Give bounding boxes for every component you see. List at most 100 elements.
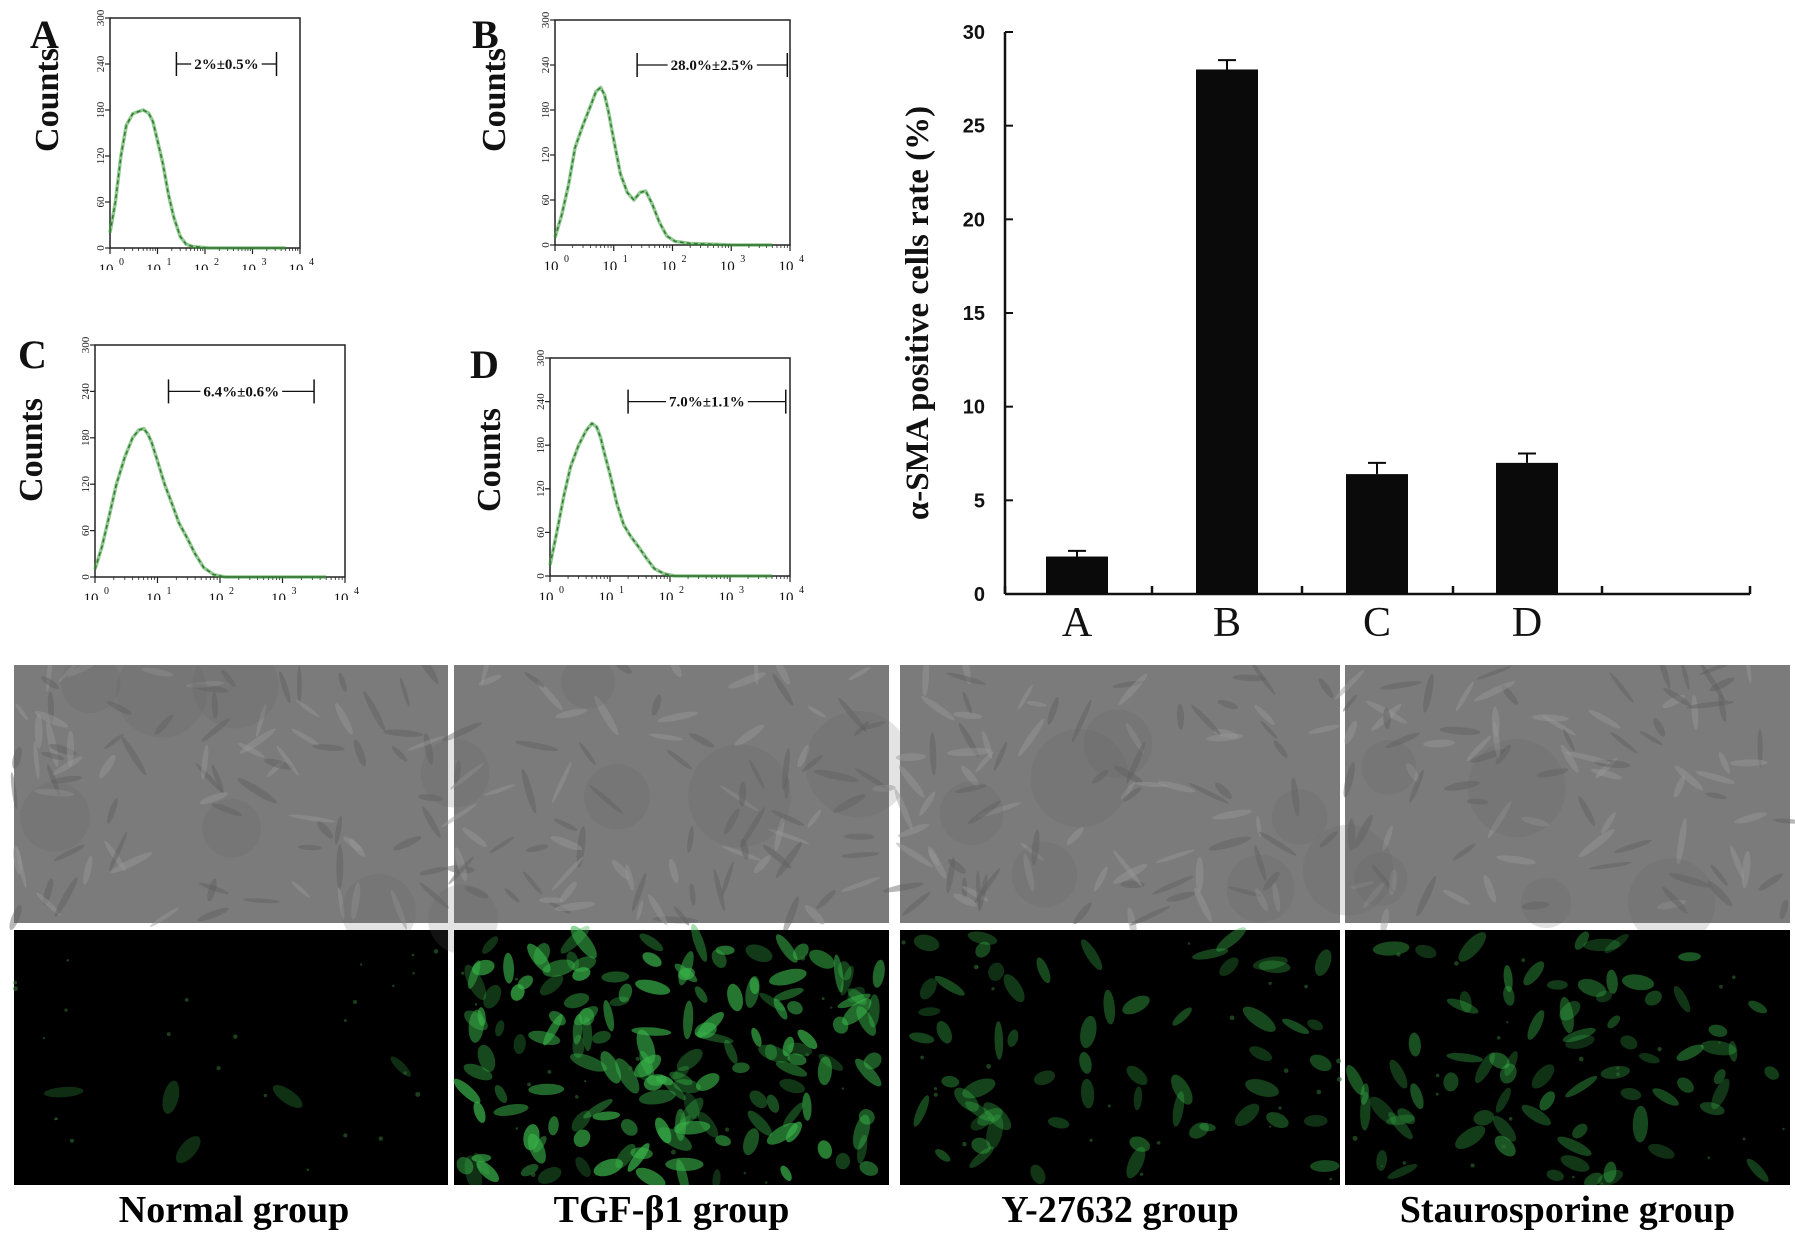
cell-outline — [16, 847, 27, 889]
fluorescent-cell — [569, 1053, 607, 1072]
group-label-y27632: Y-27632 group — [1001, 1189, 1239, 1231]
fluorescent-cell — [520, 1163, 539, 1177]
fluorescent-cell — [635, 1167, 666, 1185]
histogram-halo — [553, 85, 773, 247]
cell-outline — [929, 732, 937, 776]
fluorescent-cell — [856, 1006, 877, 1036]
fluorescent-cell — [817, 1056, 832, 1086]
fluorescent-cell — [913, 934, 940, 952]
y-tick-label: 60 — [80, 525, 92, 537]
speckle — [1501, 1144, 1506, 1149]
fluorescent-cell — [1408, 1032, 1421, 1057]
cell-outline — [1710, 864, 1728, 886]
x-tick-exponent: 4 — [799, 254, 804, 265]
cell-outline — [767, 828, 810, 844]
fluorescent-cell — [1303, 1115, 1328, 1127]
speckle — [756, 1040, 761, 1045]
fluorescent-cell — [483, 984, 502, 1009]
speckle — [830, 1006, 833, 1009]
cell-outline — [1758, 873, 1783, 891]
cell-outline — [1663, 688, 1691, 707]
fluorescent-cell — [1360, 1091, 1371, 1131]
fluorescent-cell — [1574, 931, 1590, 950]
speckle — [411, 953, 415, 957]
bar-c — [1346, 474, 1408, 594]
cell-outline — [239, 728, 276, 754]
y-tick-label: 240 — [80, 383, 92, 400]
fluorescent-cell — [1539, 1091, 1556, 1111]
speckle — [42, 1036, 45, 1040]
fluorescent-cell — [1495, 1087, 1511, 1113]
cell-outline — [1601, 812, 1616, 834]
speckle — [1571, 1175, 1575, 1179]
cell-outline — [49, 743, 77, 756]
fluorescent-cell — [1310, 1160, 1340, 1172]
fluorescent-cell — [1080, 1078, 1095, 1109]
cell-outline — [902, 891, 931, 916]
x-tick-exponent: 0 — [559, 585, 564, 596]
cell-outline — [1588, 709, 1621, 729]
cell-outline — [1455, 681, 1474, 712]
cell-outline — [1594, 759, 1631, 769]
fluorescent-cell — [764, 1044, 778, 1061]
histogram-halo — [548, 421, 772, 578]
cell-outline — [317, 821, 334, 839]
speckle — [1732, 975, 1736, 980]
cell-outline — [351, 882, 361, 920]
cell-outline — [897, 823, 930, 838]
cell-outline — [407, 735, 445, 751]
fluorescent-cell — [1234, 1103, 1260, 1127]
cell-outline — [1380, 908, 1390, 935]
fluorescent-cell — [513, 1034, 526, 1055]
fluorescent-cell — [631, 1027, 672, 1036]
x-tick-label: A — [1062, 600, 1093, 646]
cell-outline — [1134, 781, 1169, 788]
fluorescent-cell — [673, 1079, 701, 1094]
fluorescent-cell — [676, 1159, 690, 1185]
fluorescence-image — [900, 927, 1342, 1185]
fluorescent-cell — [1126, 1065, 1148, 1086]
cell-outline — [539, 897, 564, 904]
x-tick-exponent: 3 — [262, 257, 267, 268]
cell-outline — [589, 785, 624, 815]
cell-outline — [1452, 843, 1476, 861]
x-tick-label: 10 — [602, 259, 617, 270]
cell-outline — [1442, 889, 1470, 905]
speckle — [1304, 984, 1308, 989]
fluorescent-cell — [1309, 1054, 1332, 1072]
x-tick-label: 10 — [146, 262, 161, 270]
cell-outline — [771, 810, 805, 826]
speckle — [1719, 984, 1723, 989]
cell-outline — [848, 667, 871, 681]
shade-blob — [60, 665, 121, 714]
shade-blob — [1361, 739, 1417, 795]
cell-outline — [1017, 684, 1033, 710]
cell-outline — [524, 672, 545, 688]
fluorescent-cell — [620, 1119, 638, 1136]
cell-outline — [1112, 850, 1143, 887]
cell-outline — [46, 665, 53, 693]
fluorescent-cell — [473, 1101, 486, 1123]
fluorescent-cell — [745, 975, 760, 1008]
fluorescent-cell — [1748, 1000, 1767, 1014]
cell-outline — [898, 765, 925, 798]
cell-outline — [740, 807, 766, 848]
cell-outline — [211, 803, 243, 817]
cell-outline — [1383, 707, 1391, 730]
shade-blob — [1302, 824, 1394, 916]
y-tick-label: 30 — [963, 22, 985, 44]
fluorescent-cell — [677, 967, 695, 981]
fluorescent-cell — [1372, 941, 1410, 956]
cell-outline — [1662, 694, 1686, 709]
x-tick-label: B — [1213, 600, 1241, 646]
cell-outline — [953, 711, 983, 719]
y-tick-label: 0 — [80, 574, 92, 580]
speckle — [1396, 952, 1401, 957]
fluorescent-cell — [618, 983, 633, 1003]
cell-outline — [872, 784, 896, 792]
cell-outline — [343, 836, 362, 851]
fluorescent-cell — [1307, 1019, 1324, 1031]
cell-outline — [1680, 665, 1690, 690]
fluorescent-cell — [977, 1108, 1003, 1126]
cell-outline — [12, 746, 22, 769]
